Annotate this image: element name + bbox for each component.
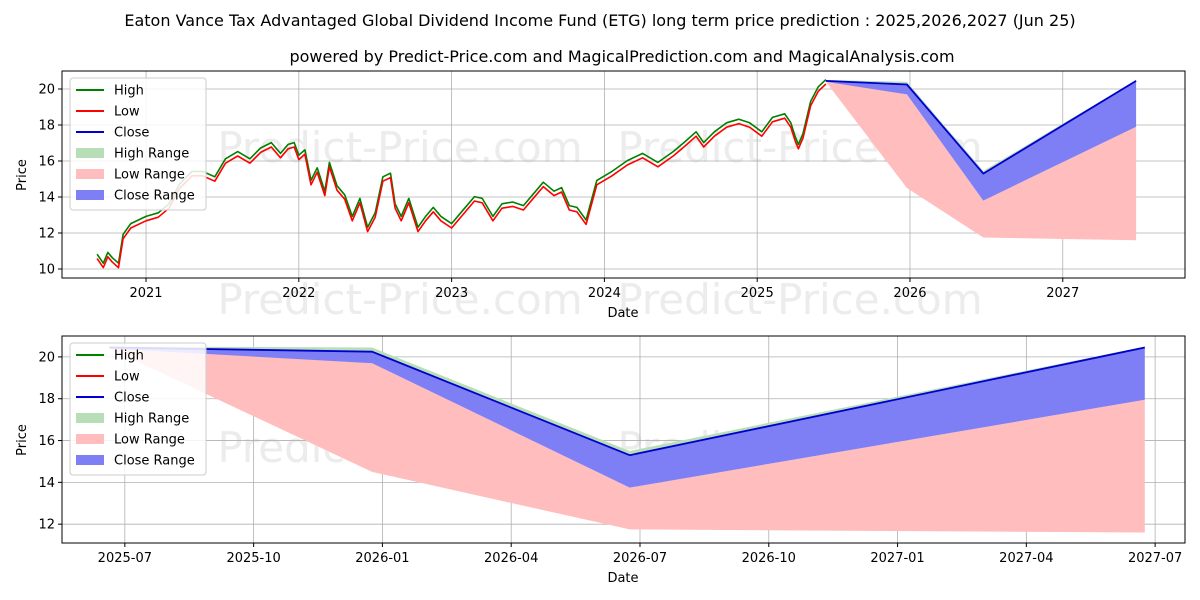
top-legend-label: High Range — [114, 147, 189, 162]
top-close-line — [825, 80, 1137, 175]
top-xlabel: Date — [607, 306, 638, 321]
top-ytick-label: 14 — [38, 191, 55, 206]
top-ytick-label: 12 — [38, 227, 55, 242]
bottom-xtick-label: 2027-04 — [999, 551, 1053, 566]
top-legend-swatch — [76, 169, 104, 179]
bottom-xtick-label: 2025-07 — [98, 551, 152, 566]
chart-title: Eaton Vance Tax Advantaged Global Divide… — [124, 11, 1075, 30]
bottom-ytick-label: 12 — [38, 518, 55, 533]
top-legend-swatch — [76, 190, 104, 200]
top-low-line — [96, 83, 827, 269]
top-ylabel: Price — [15, 159, 30, 191]
top-ytick-label: 10 — [38, 263, 55, 278]
bottom-ytick-label: 18 — [38, 392, 55, 407]
top-xtick-label: 2023 — [435, 286, 468, 301]
bottom-legend-swatch — [76, 455, 104, 465]
top-xtick-label: 2022 — [282, 286, 315, 301]
bottom-legend-label: Low — [114, 370, 140, 385]
top-watermark-4: Predict-Price.com — [617, 275, 982, 324]
top-xtick-label: 2027 — [1046, 286, 1079, 301]
top-watermark: Predict-Price.com — [217, 123, 582, 172]
bottom-legend-label: Close Range — [114, 454, 195, 469]
top-legend-swatch — [76, 148, 104, 158]
bottom-xtick-label: 2027-01 — [870, 551, 924, 566]
top-legend-label: Close Range — [114, 189, 195, 204]
top-legend-label: Close — [114, 126, 149, 141]
top-plot-frame — [61, 70, 1186, 279]
top-xtick-label: 2024 — [588, 286, 621, 301]
bottom-legend-label: Close — [114, 391, 149, 406]
top-high-line — [96, 79, 827, 265]
bottom-ytick-label: 14 — [38, 476, 55, 491]
bottom-xtick-label: 2027-07 — [1128, 551, 1182, 566]
top-xtick-label: 2025 — [741, 286, 774, 301]
bottom-xtick-label: 2026-04 — [484, 551, 538, 566]
top-ytick-label: 16 — [38, 155, 55, 170]
bottom-plot-frame — [61, 335, 1186, 544]
bottom-low-range-band — [109, 347, 1145, 533]
bottom-close-range-band — [109, 347, 1145, 488]
top-ytick-label: 20 — [38, 83, 55, 98]
bottom-ytick-label: 16 — [38, 434, 55, 449]
top-legend-label: Low Range — [114, 168, 185, 183]
bottom-xlabel: Date — [607, 571, 638, 586]
bottom-ylabel: Price — [15, 424, 30, 456]
top-xtick-label: 2021 — [129, 286, 162, 301]
bottom-xtick-label: 2025-10 — [226, 551, 280, 566]
bottom-legend-swatch — [76, 434, 104, 444]
bottom-legend-label: High Range — [114, 412, 189, 427]
top-close-range-band — [825, 80, 1137, 201]
bottom-legend-label: High — [114, 349, 144, 364]
bottom-legend-label: Low Range — [114, 433, 185, 448]
top-legend-label: Low — [114, 105, 140, 120]
bottom-xtick-label: 2026-07 — [613, 551, 667, 566]
bottom-chart: Predict-Price.com Predict-Price.com 2025… — [15, 335, 1186, 586]
top-legend-label: High — [114, 84, 144, 99]
bottom-ytick-label: 20 — [38, 350, 55, 365]
top-low-range-band — [825, 80, 1137, 241]
bottom-xtick-label: 2026-01 — [355, 551, 409, 566]
bottom-close-line — [109, 346, 1145, 457]
top-watermark-2: Predict-Price.com — [217, 275, 582, 324]
top-chart: Predict-Price.com Predict-Price.com Pred… — [15, 70, 1186, 324]
chart-subtitle: powered by Predict-Price.com and Magical… — [289, 47, 954, 66]
bottom-xtick-label: 2026-10 — [742, 551, 796, 566]
bottom-legend-swatch — [76, 413, 104, 423]
top-xtick-label: 2026 — [893, 286, 926, 301]
top-ytick-label: 18 — [38, 119, 55, 134]
